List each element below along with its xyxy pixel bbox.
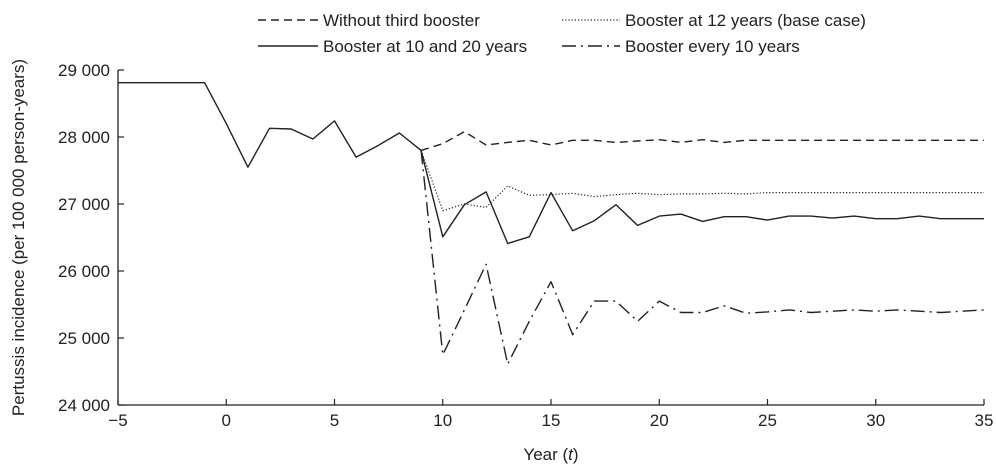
- y-tick-label: 28 000: [58, 128, 110, 147]
- legend: Without third booster Booster at 12 years…: [258, 11, 866, 56]
- y-tick-label: 25 000: [58, 329, 110, 348]
- y-ticks: 24 000 25 000 26 000 27 000 28 000 29 000: [58, 61, 124, 415]
- series-line-1: [420, 130, 984, 152]
- x-axis-title: Year (t): [523, 445, 578, 464]
- y-tick-label: 27 000: [58, 195, 110, 214]
- x-axis-title-text: Year (: [523, 445, 568, 464]
- x-ticks: −5 0 5 10 15 20 25 30 35: [108, 399, 993, 430]
- x-tick-label: 25: [758, 411, 777, 430]
- x-tick-label: 5: [330, 411, 339, 430]
- y-tick-label: 29 000: [58, 61, 110, 80]
- y-axis-title: Pertussis incidence (per 100 000 person-…: [9, 59, 28, 416]
- x-tick-label: 10: [433, 411, 452, 430]
- legend-label-2: Booster at 12 years (base case): [625, 11, 866, 30]
- legend-label-4: Booster every 10 years: [625, 37, 800, 56]
- series-layer: [118, 81, 985, 365]
- series-line-4: [420, 150, 985, 365]
- x-tick-label: 15: [542, 411, 561, 430]
- y-tick-label: 24 000: [58, 396, 110, 415]
- x-tick-label: 30: [866, 411, 885, 430]
- x-axis-title-tail: ): [573, 445, 579, 464]
- legend-label-1: Without third booster: [323, 11, 480, 30]
- y-tick-label: 26 000: [58, 262, 110, 281]
- series-line-3: [118, 81, 984, 245]
- x-tick-label: 0: [222, 411, 231, 430]
- x-tick-label: 20: [650, 411, 669, 430]
- legend-label-3: Booster at 10 and 20 years: [323, 37, 527, 56]
- x-axis-title-variable: t: [568, 445, 574, 464]
- axes: [117, 70, 984, 406]
- x-tick-label: 35: [975, 411, 994, 430]
- series-line-2: [420, 150, 984, 212]
- x-tick-label: −5: [108, 411, 127, 430]
